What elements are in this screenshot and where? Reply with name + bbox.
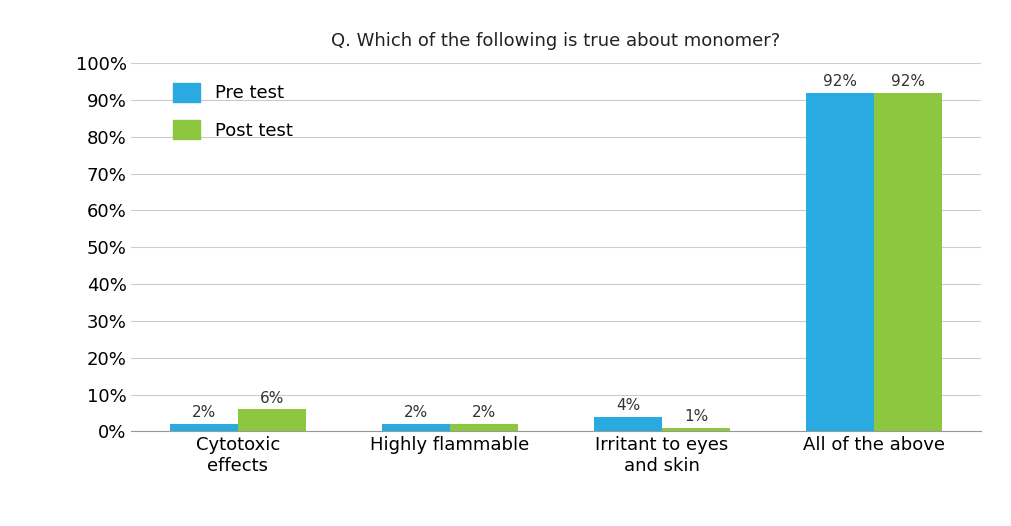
- Text: 2%: 2%: [472, 405, 496, 420]
- Legend: Pre test, Post test: Pre test, Post test: [166, 76, 300, 147]
- Text: 2%: 2%: [404, 405, 429, 420]
- Bar: [382, 424, 450, 431]
- Bar: [170, 424, 238, 431]
- Text: 4%: 4%: [616, 398, 640, 413]
- Bar: [238, 409, 305, 431]
- Text: 2%: 2%: [192, 405, 216, 420]
- Bar: [594, 417, 662, 431]
- Bar: [875, 93, 942, 431]
- Bar: [450, 424, 518, 431]
- Text: 92%: 92%: [823, 74, 857, 89]
- Text: 1%: 1%: [683, 409, 708, 424]
- Bar: [662, 428, 730, 431]
- Bar: [807, 93, 875, 431]
- Text: 6%: 6%: [260, 390, 284, 406]
- Text: 92%: 92%: [891, 74, 925, 89]
- Title: Q. Which of the following is true about monomer?: Q. Which of the following is true about …: [332, 33, 780, 50]
